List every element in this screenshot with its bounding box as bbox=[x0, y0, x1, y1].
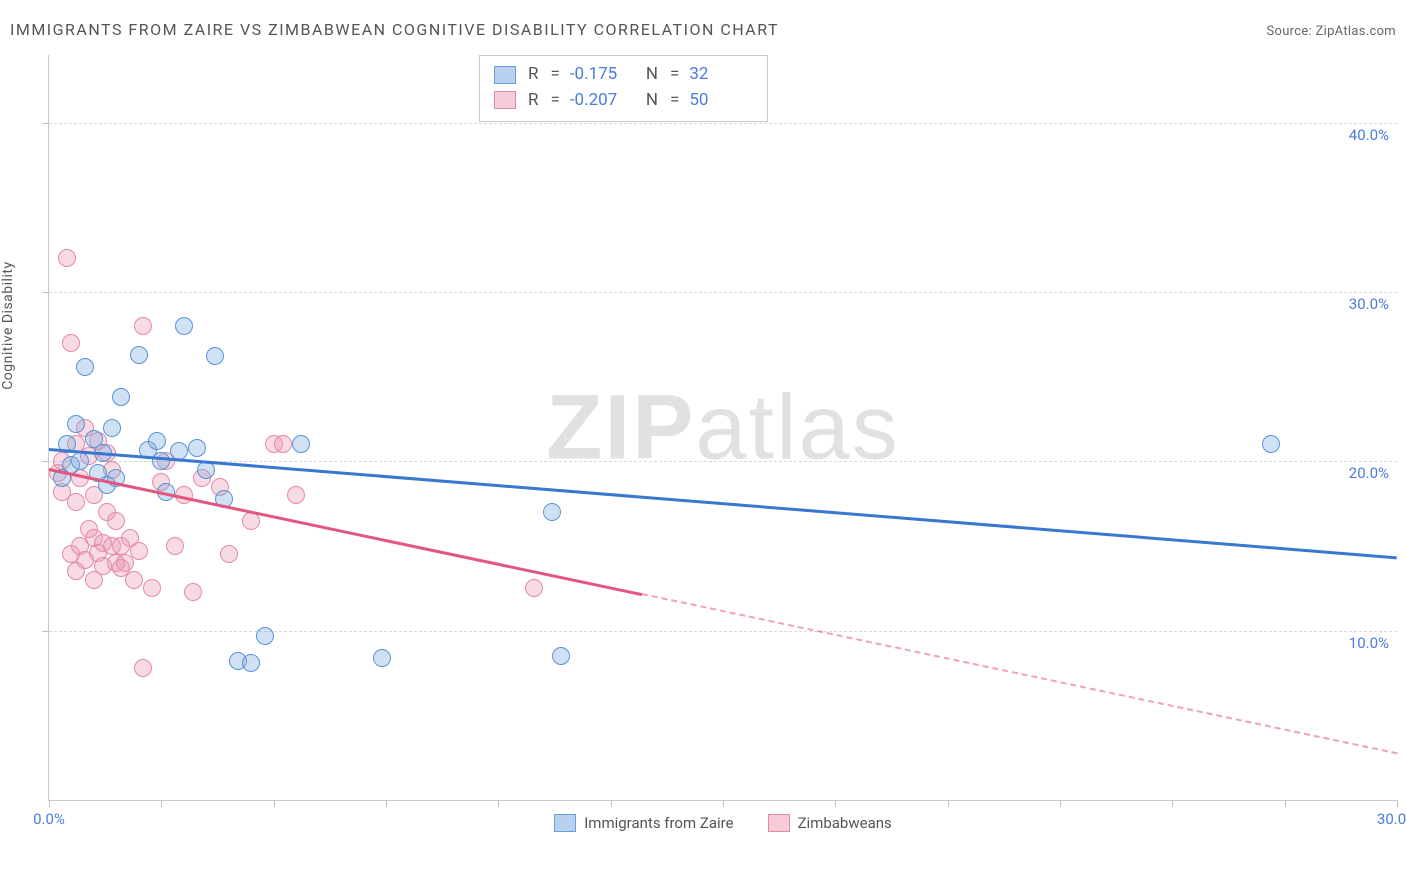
swatch-zimbabwe bbox=[768, 814, 790, 832]
scatter-point-zimbabwe bbox=[184, 583, 202, 601]
n-value-zimbabwe: 50 bbox=[689, 88, 743, 114]
swatch-zaire bbox=[494, 66, 516, 84]
xtick bbox=[1397, 800, 1398, 807]
equals: = bbox=[670, 62, 679, 88]
xtick bbox=[723, 800, 724, 807]
scatter-point-zaire bbox=[130, 346, 148, 364]
swatch-zimbabwe bbox=[494, 91, 516, 109]
scatter-point-zaire bbox=[256, 627, 274, 645]
n-label: N bbox=[646, 62, 658, 88]
stats-row-zimbabwe: R = -0.207 N = 50 bbox=[494, 88, 753, 114]
ytick bbox=[42, 123, 49, 124]
scatter-point-zimbabwe bbox=[85, 571, 103, 589]
scatter-point-zimbabwe bbox=[220, 545, 238, 563]
scatter-point-zaire bbox=[242, 654, 260, 672]
gridline bbox=[49, 631, 1397, 632]
ytick-label: 20.0% bbox=[1349, 464, 1389, 482]
scatter-point-zaire bbox=[152, 452, 170, 470]
ytick-label: 30.0% bbox=[1349, 295, 1389, 313]
legend-label-zimbabwe: Zimbabweans bbox=[798, 814, 892, 832]
r-label: R bbox=[528, 88, 538, 114]
xtick bbox=[386, 800, 387, 807]
chart-title: IMMIGRANTS FROM ZAIRE VS ZIMBABWEAN COGN… bbox=[10, 20, 779, 39]
scatter-point-zimbabwe bbox=[525, 579, 543, 597]
equals: = bbox=[550, 62, 559, 88]
ytick-label: 40.0% bbox=[1349, 126, 1389, 144]
scatter-point-zimbabwe bbox=[62, 334, 80, 352]
scatter-point-zimbabwe bbox=[107, 512, 125, 530]
scatter-point-zimbabwe bbox=[58, 249, 76, 267]
scatter-point-zaire bbox=[543, 503, 561, 521]
legend-item-zimbabwe: Zimbabweans bbox=[768, 814, 892, 832]
watermark: ZIPatlas bbox=[546, 375, 899, 480]
scatter-point-zaire bbox=[148, 432, 166, 450]
scatter-point-zimbabwe bbox=[166, 537, 184, 555]
r-value-zimbabwe: -0.207 bbox=[570, 88, 624, 114]
scatter-point-zimbabwe bbox=[274, 435, 292, 453]
ytick-label: 10.0% bbox=[1349, 634, 1389, 652]
bottom-legend: Immigrants from Zaire Zimbabweans bbox=[49, 814, 1397, 832]
scatter-point-zimbabwe bbox=[287, 486, 305, 504]
scatter-point-zaire bbox=[292, 435, 310, 453]
trendline bbox=[642, 593, 1397, 754]
scatter-point-zimbabwe bbox=[67, 493, 85, 511]
xtick bbox=[1285, 800, 1286, 807]
scatter-point-zaire bbox=[71, 452, 89, 470]
scatter-point-zimbabwe bbox=[134, 659, 152, 677]
swatch-zaire bbox=[554, 814, 576, 832]
n-value-zaire: 32 bbox=[689, 62, 743, 88]
ytick bbox=[42, 631, 49, 632]
ytick bbox=[42, 292, 49, 293]
gridline bbox=[49, 292, 1397, 293]
scatter-point-zaire bbox=[188, 439, 206, 457]
xtick bbox=[161, 800, 162, 807]
scatter-point-zaire bbox=[67, 415, 85, 433]
scatter-point-zimbabwe bbox=[125, 571, 143, 589]
xtick bbox=[274, 800, 275, 807]
scatter-point-zaire bbox=[76, 358, 94, 376]
scatter-point-zaire bbox=[552, 647, 570, 665]
scatter-point-zaire bbox=[175, 317, 193, 335]
xtick bbox=[948, 800, 949, 807]
legend-item-zaire: Immigrants from Zaire bbox=[554, 814, 733, 832]
watermark-zip: ZIP bbox=[546, 376, 695, 478]
scatter-point-zimbabwe bbox=[130, 542, 148, 560]
ytick bbox=[42, 461, 49, 462]
scatter-point-zaire bbox=[373, 649, 391, 667]
r-value-zaire: -0.175 bbox=[570, 62, 624, 88]
scatter-point-zimbabwe bbox=[67, 562, 85, 580]
scatter-point-zimbabwe bbox=[62, 545, 80, 563]
xtick bbox=[611, 800, 612, 807]
xtick bbox=[835, 800, 836, 807]
legend-label-zaire: Immigrants from Zaire bbox=[584, 814, 733, 832]
scatter-point-zaire bbox=[1262, 435, 1280, 453]
xtick bbox=[498, 800, 499, 807]
gridline bbox=[49, 461, 1397, 462]
xtick bbox=[1172, 800, 1173, 807]
scatter-point-zimbabwe bbox=[143, 579, 161, 597]
xtick-label: 30.0% bbox=[1377, 810, 1406, 828]
scatter-point-zaire bbox=[206, 347, 224, 365]
scatter-point-zaire bbox=[112, 388, 130, 406]
xtick bbox=[49, 800, 50, 807]
scatter-point-zimbabwe bbox=[112, 559, 130, 577]
r-label: R bbox=[528, 62, 538, 88]
equals: = bbox=[550, 88, 559, 114]
xtick bbox=[1060, 800, 1061, 807]
stats-row-zaire: R = -0.175 N = 32 bbox=[494, 62, 753, 88]
scatter-point-zimbabwe bbox=[134, 317, 152, 335]
xtick-label: 0.0% bbox=[33, 810, 65, 828]
plot-area: ZIPatlas R=-0.175N=32R=-0.207N=50 Immigr… bbox=[48, 55, 1397, 801]
equals: = bbox=[670, 88, 679, 114]
watermark-atlas: atlas bbox=[695, 376, 899, 478]
source-label: Source: ZipAtlas.com bbox=[1266, 24, 1396, 39]
stats-legend-box: R = -0.175 N = 32 R = -0.207 N = 50 bbox=[479, 55, 768, 122]
y-axis-label: Cognitive Disability bbox=[0, 261, 16, 389]
gridline bbox=[49, 123, 1397, 124]
n-label: N bbox=[646, 88, 658, 114]
scatter-point-zaire bbox=[103, 419, 121, 437]
trendline bbox=[49, 448, 1397, 559]
